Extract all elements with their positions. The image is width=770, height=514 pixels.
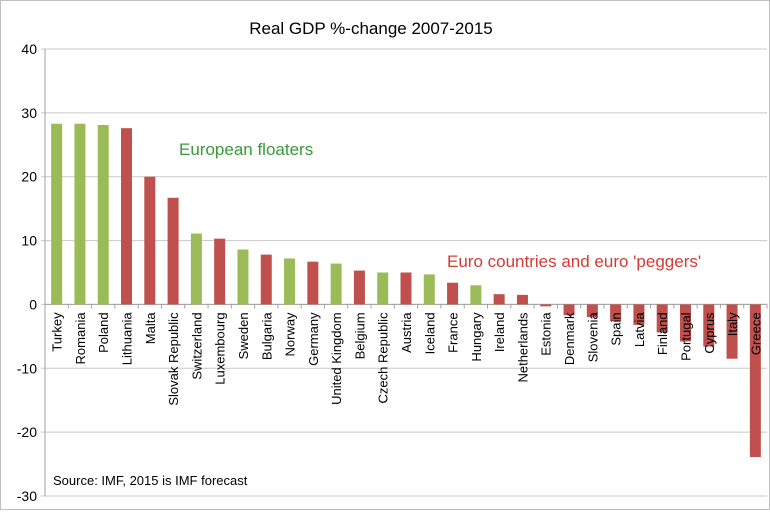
x-tick-label: Lithuania (120, 312, 135, 366)
x-tick-label: Sweden (236, 312, 251, 359)
source-note: Source: IMF, 2015 is IMF forecast (53, 473, 248, 488)
bar-luxembourg (214, 238, 226, 305)
x-tick-label: Norway (283, 312, 298, 357)
bar-turkey (51, 123, 63, 305)
bar-romania (74, 123, 86, 305)
bar-finland (656, 304, 668, 333)
x-tick-label: Greece (748, 312, 763, 355)
bar-bulgaria (260, 254, 272, 305)
bar-poland (97, 124, 109, 305)
x-tick-label: United Kingdom (329, 312, 344, 405)
x-tick-label: Germany (306, 312, 321, 366)
y-tick-label: 20 (21, 169, 37, 185)
bar-denmark (563, 304, 575, 316)
x-tick-label: Cyprus (702, 312, 717, 354)
x-tick-label: Turkey (50, 312, 65, 352)
bar-slovak-republic (167, 197, 179, 305)
bar-slovenia (586, 304, 598, 318)
annotation-euro: Euro countries and euro 'peggers' (447, 252, 701, 271)
bar-greece (749, 304, 761, 458)
x-tick-label: Italy (725, 312, 740, 336)
x-tick-label: Czech Republic (376, 312, 391, 404)
bar-malta (144, 176, 156, 305)
bar-france (447, 282, 459, 305)
bar-cyprus (703, 304, 715, 347)
bar-united-kingdom (330, 263, 342, 305)
bar-switzerland (190, 233, 202, 305)
x-tick-label: Belgium (352, 312, 367, 359)
x-tick-label: Portugal (678, 312, 693, 361)
x-tick-label: Malta (143, 312, 158, 345)
x-tick-label: Slovenia (585, 312, 600, 363)
bar-latvia (633, 304, 645, 325)
x-tick-label: Estonia (539, 312, 554, 356)
y-tick-label: 10 (21, 233, 37, 249)
x-tick-label: Slovak Republic (166, 312, 181, 406)
x-tick-label: Ireland (492, 312, 507, 352)
bar-germany (307, 261, 319, 305)
x-tick-label: Iceland (422, 312, 437, 354)
y-tick-label: -30 (17, 488, 37, 504)
bar-iceland (423, 274, 435, 305)
bar-austria (400, 272, 412, 305)
x-tick-label: Denmark (562, 312, 577, 365)
x-tick-label: France (446, 312, 461, 352)
x-tick-label: Netherlands (515, 312, 530, 383)
y-tick-label: -10 (17, 360, 37, 376)
x-tick-label: Luxembourg (213, 312, 228, 384)
bar-hungary (470, 285, 482, 305)
bar-estonia (540, 304, 552, 307)
y-tick-label: 40 (21, 41, 37, 57)
bar-lithuania (121, 128, 133, 305)
x-tick-label: Finland (655, 312, 670, 355)
x-tick-label: Austria (399, 312, 414, 353)
y-tick-label: -20 (17, 424, 37, 440)
bar-norway (284, 258, 296, 305)
bar-netherlands (516, 294, 528, 305)
chart-title: Real GDP %-change 2007-2015 (249, 19, 493, 38)
x-tick-label: Poland (96, 312, 111, 352)
bar-italy (726, 304, 738, 359)
bar-portugal (679, 304, 691, 342)
y-tick-label: 0 (29, 296, 37, 312)
x-tick-label: Switzerland (189, 312, 204, 379)
x-tick-label: Bulgaria (259, 312, 274, 360)
y-tick-label: 30 (21, 105, 37, 121)
bar-spain (610, 304, 622, 322)
x-tick-label: Spain (609, 312, 624, 345)
bar-czech-republic (377, 272, 389, 305)
bar-sweden (237, 249, 249, 305)
annotation-floaters: European floaters (179, 140, 313, 159)
x-tick-label: Romania (73, 312, 88, 365)
bar-belgium (353, 270, 365, 305)
bar-ireland (493, 294, 505, 305)
x-tick-label: Hungary (469, 312, 484, 362)
x-tick-label: Latvia (632, 312, 647, 347)
